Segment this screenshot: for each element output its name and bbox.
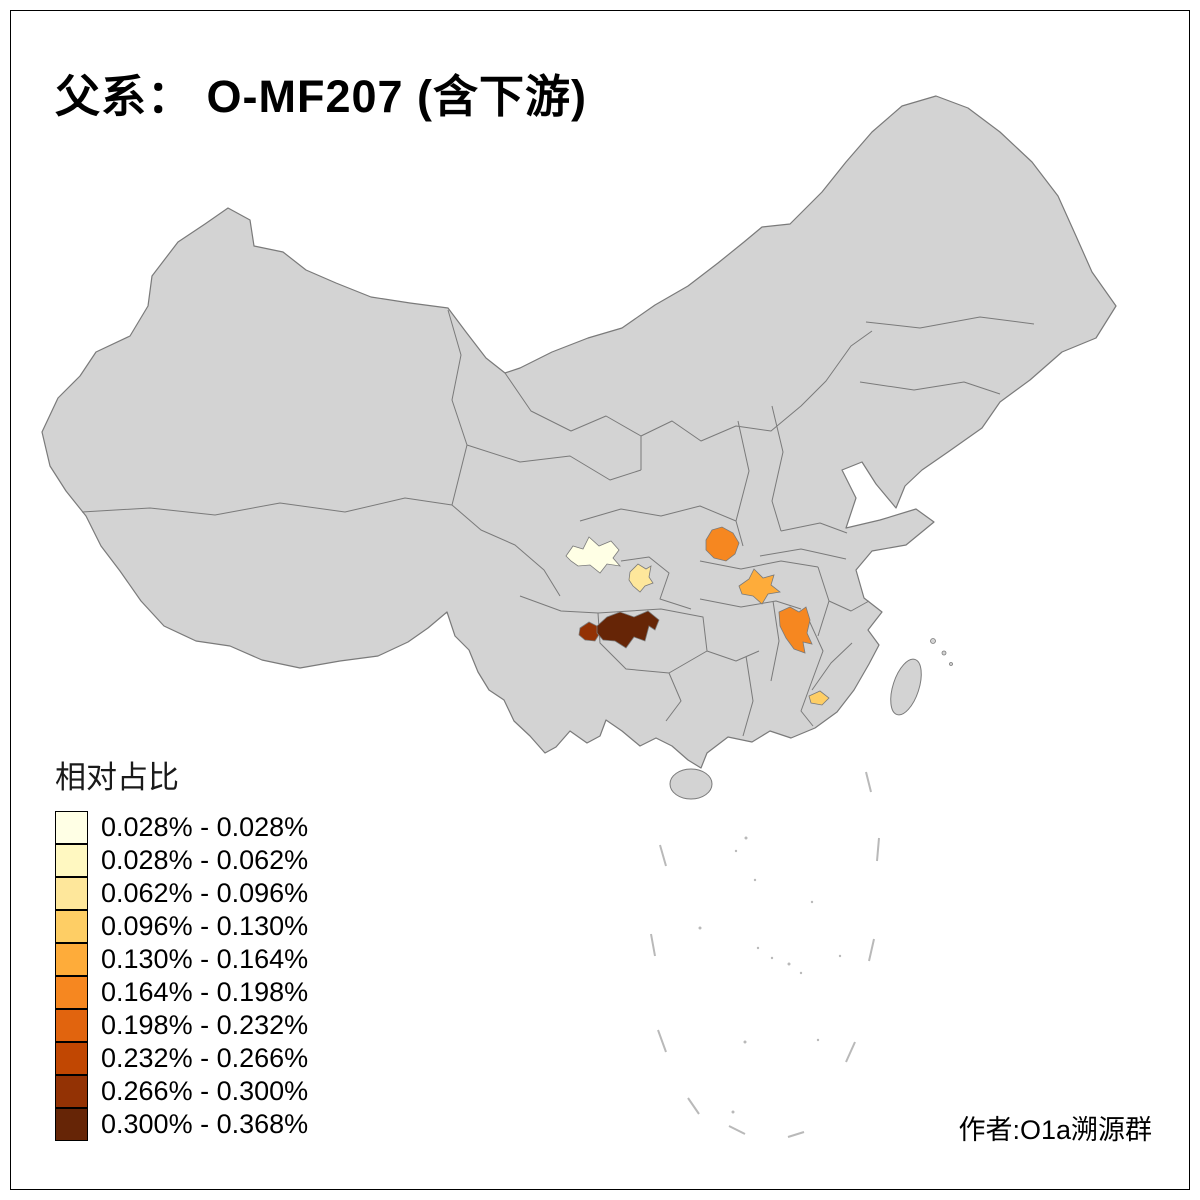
small-island bbox=[816, 1038, 820, 1042]
author-credit: 作者:O1a溯源群 bbox=[958, 1115, 1152, 1145]
small-island bbox=[838, 954, 842, 958]
highlight-region-7 bbox=[596, 610, 660, 649]
small-island bbox=[756, 946, 760, 950]
legend-item: 0.266% - 0.300% bbox=[55, 1075, 308, 1108]
legend-swatch bbox=[55, 877, 88, 910]
highlight-region-2 bbox=[628, 563, 654, 593]
small-island bbox=[949, 662, 953, 666]
legend-swatch bbox=[55, 811, 88, 844]
legend-item: 0.300% - 0.368% bbox=[55, 1108, 308, 1141]
taiwan-island bbox=[890, 658, 922, 716]
legend-label: 0.062% - 0.096% bbox=[101, 878, 309, 908]
small-island bbox=[787, 962, 791, 966]
small-island bbox=[698, 926, 702, 930]
legend-label: 0.232% - 0.266% bbox=[101, 1043, 309, 1073]
legend-swatch bbox=[55, 844, 88, 877]
legend-label: 0.164% - 0.198% bbox=[101, 977, 309, 1007]
small-island bbox=[744, 836, 748, 840]
legend-label: 0.028% - 0.062% bbox=[101, 845, 309, 875]
china-landmass bbox=[41, 95, 1117, 769]
province-borders bbox=[81, 309, 1035, 737]
legend-swatch bbox=[55, 976, 88, 1009]
legend-item: 0.130% - 0.164% bbox=[55, 943, 308, 976]
small-island bbox=[753, 878, 757, 882]
legend-item: 0.164% - 0.198% bbox=[55, 976, 308, 1009]
legend: 相对占比 0.028% - 0.028% 0.028% - 0.062% 0.062… bbox=[55, 752, 308, 1141]
small-island bbox=[810, 900, 814, 904]
legend-swatch bbox=[55, 1009, 88, 1042]
small-island bbox=[731, 1110, 735, 1114]
highlight-region-3 bbox=[705, 526, 740, 562]
hainan-island bbox=[669, 768, 713, 800]
legend-rows: 0.028% - 0.028% 0.028% - 0.062% 0.062% - 0… bbox=[55, 811, 308, 1141]
legend-label: 0.266% - 0.300% bbox=[101, 1076, 309, 1106]
legend-swatch bbox=[55, 1042, 88, 1075]
legend-title: 相对占比 bbox=[55, 760, 179, 795]
legend-label: 0.096% - 0.130% bbox=[101, 911, 309, 941]
legend-swatch bbox=[55, 943, 88, 976]
legend-swatch bbox=[55, 1108, 88, 1141]
small-islands bbox=[698, 638, 953, 1114]
legend-swatch bbox=[55, 910, 88, 943]
highlight-region-1 bbox=[565, 536, 622, 574]
legend-label: 0.300% - 0.368% bbox=[101, 1109, 309, 1139]
small-island bbox=[799, 971, 803, 975]
legend-item: 0.096% - 0.130% bbox=[55, 910, 308, 943]
legend-item: 0.028% - 0.062% bbox=[55, 844, 308, 877]
legend-label: 0.198% - 0.232% bbox=[101, 1010, 309, 1040]
small-island bbox=[743, 1040, 747, 1044]
highlight-region-4 bbox=[738, 568, 781, 605]
legend-item: 0.198% - 0.232% bbox=[55, 1009, 308, 1042]
small-island bbox=[930, 638, 936, 644]
small-island bbox=[734, 849, 738, 853]
legend-item: 0.028% - 0.028% bbox=[55, 811, 308, 844]
legend-label: 0.028% - 0.028% bbox=[101, 812, 309, 842]
legend-item: 0.232% - 0.266% bbox=[55, 1042, 308, 1075]
nine-dash-line bbox=[650, 771, 880, 1138]
legend-item: 0.062% - 0.096% bbox=[55, 877, 308, 910]
small-island bbox=[941, 650, 947, 656]
map-title: 父系： O-MF207 (含下游) bbox=[55, 71, 588, 122]
legend-label: 0.130% - 0.164% bbox=[101, 944, 309, 974]
highlight-region-5 bbox=[778, 606, 813, 654]
small-island bbox=[770, 956, 774, 960]
highlight-region-8 bbox=[808, 690, 830, 706]
legend-swatch bbox=[55, 1075, 88, 1108]
highlight-region-6 bbox=[578, 621, 601, 642]
